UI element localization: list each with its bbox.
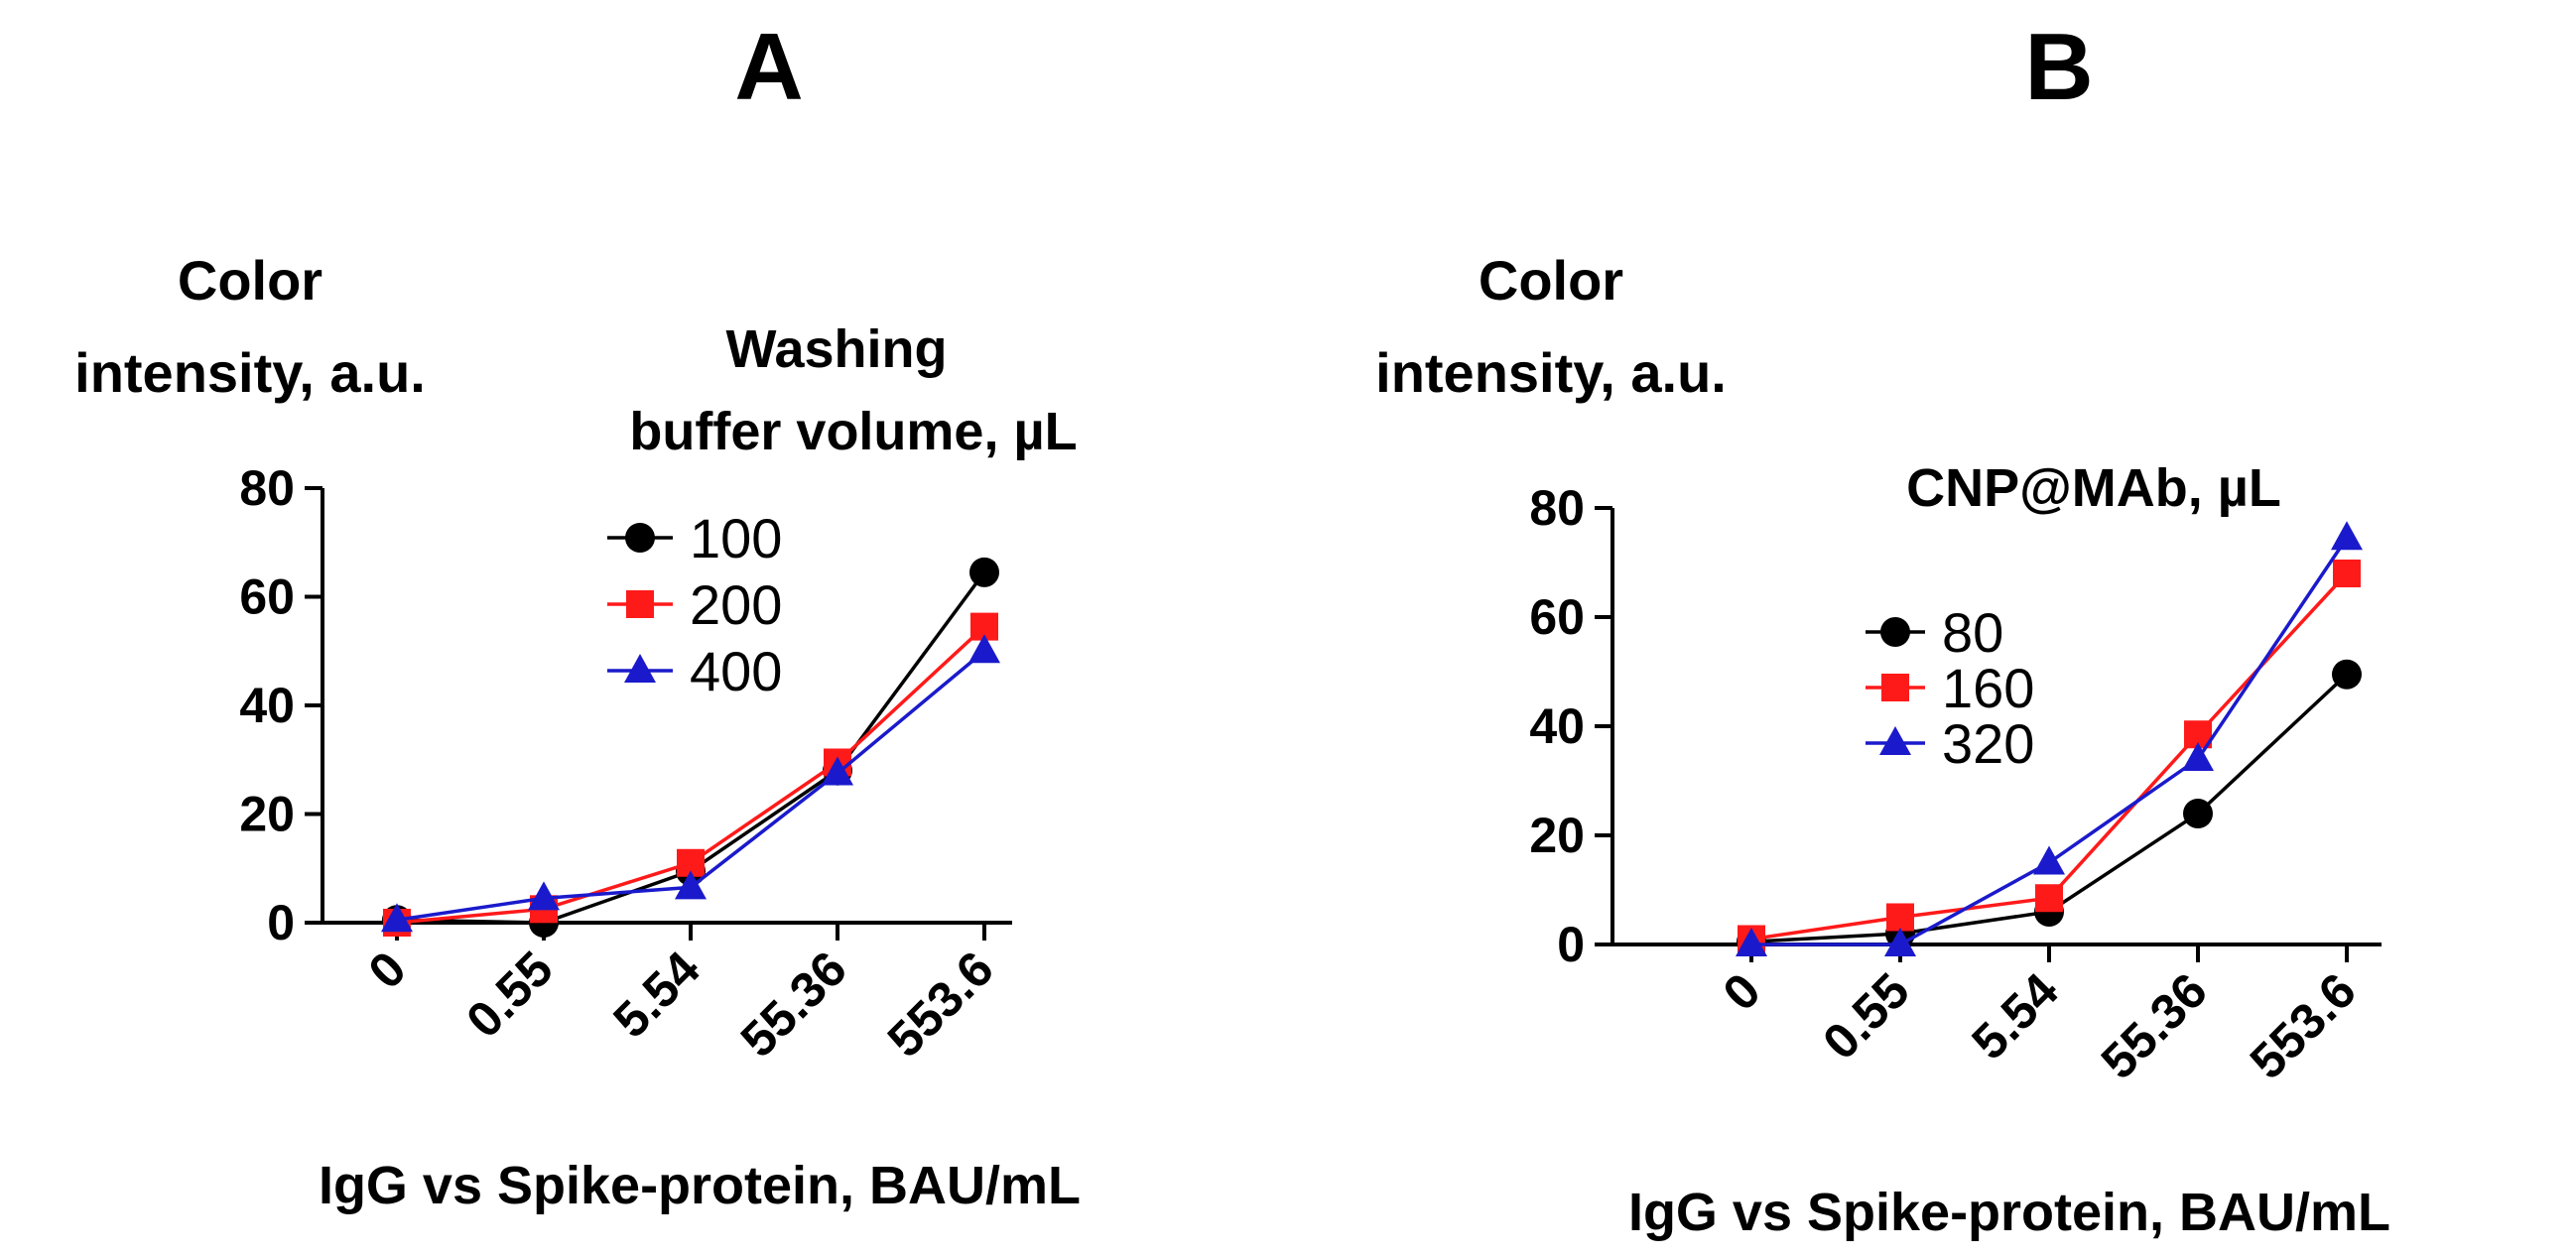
panel-b-ylabel-line1: Color (1479, 249, 1623, 312)
data-point-400 (822, 756, 853, 786)
data-point-320 (1736, 928, 1767, 956)
data-point-400 (381, 903, 413, 933)
panel-a-letter: A (734, 14, 803, 120)
series-line-320 (1751, 537, 2349, 946)
legend-marker-100 (625, 523, 655, 553)
y-tick-label: 20 (1529, 808, 1585, 863)
panel-b: B Color intensity, a.u. CNP@MAb, µL IgG … (1375, 14, 2390, 1242)
panel-b-axes: 0 20 40 60 80 0 0.55 5.54 55.36 553.6 (1529, 480, 2382, 1089)
panel-a-xlabel: IgG vs Spike-protein, BAU/mL (319, 1156, 1081, 1215)
legend-label-400: 400 (690, 640, 782, 702)
panel-b-ylabel-line2: intensity, a.u. (1375, 341, 1727, 404)
y-tick-label: 80 (1529, 480, 1585, 536)
x-tick-label: 0 (358, 941, 417, 999)
panel-b-legend-title-line1: CNP@MAb, µL (1906, 458, 2281, 518)
x-tick-label: 5.54 (602, 941, 710, 1049)
panel-a-legend-title-line1: Washing (726, 319, 948, 379)
x-tick-label: 553.6 (2240, 962, 2367, 1089)
y-tick-label: 40 (239, 678, 295, 733)
x-tick-label: 0 (1713, 962, 1771, 1021)
y-tick-label: 80 (239, 460, 295, 516)
data-point-160 (2035, 884, 2063, 913)
y-tick-label: 60 (239, 569, 295, 625)
y-tick-label: 60 (1529, 589, 1585, 645)
data-point-400 (675, 870, 707, 900)
legend-label-320: 320 (1942, 712, 2034, 775)
y-tick-label: 20 (239, 787, 295, 842)
data-point-320 (2331, 521, 2363, 551)
y-tick-label: 0 (267, 895, 295, 950)
data-point-80 (2183, 799, 2213, 828)
legend-marker-400 (624, 654, 656, 683)
panel-b-plot (1736, 521, 2363, 957)
panel-a-ylabel-line1: Color (178, 249, 322, 312)
legend-label-160: 160 (1942, 657, 2034, 719)
data-point-100 (969, 557, 999, 587)
panel-a-plot (381, 557, 1000, 938)
data-point-400 (528, 881, 560, 911)
legend-marker-200 (626, 590, 654, 618)
data-point-320 (1884, 928, 1916, 956)
data-point-80 (2332, 659, 2362, 690)
panel-b-xlabel: IgG vs Spike-protein, BAU/mL (1628, 1183, 2390, 1242)
panel-a-ylabel-line2: intensity, a.u. (74, 341, 426, 404)
x-tick-label: 55.36 (2091, 962, 2218, 1089)
legend-marker-80 (1880, 617, 1910, 647)
data-point-320 (2182, 742, 2214, 771)
y-tick-label: 0 (1557, 917, 1585, 972)
legend-label-80: 80 (1942, 601, 2003, 664)
panel-b-letter: B (2024, 14, 2093, 120)
data-point-320 (2033, 845, 2065, 875)
panel-a-legend-title-line2: buffer volume, µL (629, 402, 1077, 461)
panel-a: A Color intensity, a.u. Washing buffer v… (74, 14, 1081, 1215)
data-point-160 (1886, 903, 1914, 932)
x-tick-label: 0.55 (1812, 962, 1919, 1069)
data-point-400 (968, 634, 1000, 664)
legend-marker-320 (1879, 726, 1911, 755)
x-tick-label: 55.36 (730, 941, 857, 1068)
legend-label-200: 200 (690, 573, 782, 636)
x-tick-label: 553.6 (877, 941, 1004, 1068)
legend-label-100: 100 (690, 507, 782, 569)
x-tick-label: 0.55 (455, 941, 563, 1048)
data-point-160 (2333, 560, 2361, 587)
y-tick-label: 40 (1529, 698, 1585, 754)
x-tick-label: 5.54 (1961, 962, 2069, 1070)
legend-marker-160 (1881, 674, 1909, 701)
panel-a-axes: 0 20 40 60 80 0 0.55 5.54 55.36 553.6 (239, 460, 1012, 1068)
